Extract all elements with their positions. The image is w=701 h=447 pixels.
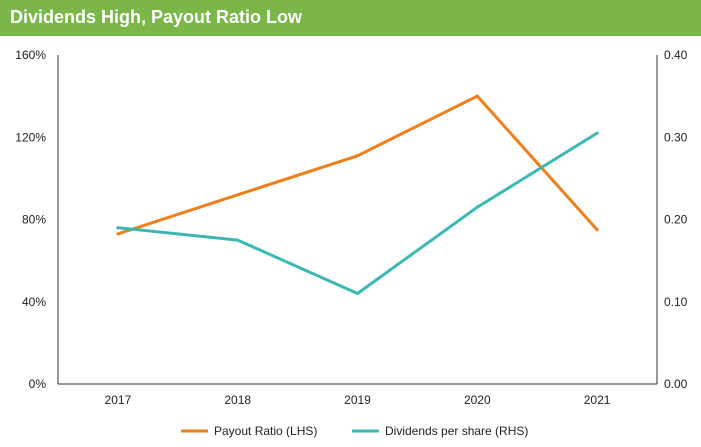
series-point-1 [595,228,599,232]
right-tick-label: 0.00 [664,377,688,391]
right-tick-label: 0.20 [664,213,688,227]
series-point-2 [475,205,479,209]
left-tick-label: 160% [15,48,46,62]
left-axis-ticks: 0% 40% 80% 120% 160% [15,48,46,391]
series-point-1 [475,94,479,98]
right-tick-label: 0.10 [664,295,688,309]
series-line-1 [116,94,599,236]
x-tick-label: 2021 [584,393,611,407]
x-tick-label: 2019 [344,393,371,407]
chart-title: Dividends High, Payout Ratio Low [10,7,303,27]
series-point-2 [356,292,359,296]
x-tick-label: 2017 [105,393,132,407]
right-tick-label: 0.30 [664,130,688,144]
series-point-2 [236,238,240,242]
series-point-1 [116,232,120,236]
chart-header: Dividends High, Payout Ratio Low [0,0,701,36]
series-point-2 [595,131,599,135]
x-axis-ticks: 2017 2018 2019 2020 2021 [105,393,611,407]
left-tick-label: 0% [29,377,47,391]
series-point-2 [116,226,120,230]
legend-label-2: Dividends per share (RHS) [385,424,528,438]
left-tick-label: 40% [22,295,46,309]
series-point-1 [236,193,240,197]
x-tick-label: 2018 [224,393,251,407]
right-axis-ticks: 0.00 0.10 0.20 0.30 0.40 [664,48,688,391]
x-tick-label: 2020 [464,393,491,407]
legend-label-1: Payout Ratio (LHS) [214,424,317,438]
chart-series [116,94,599,296]
series-point-1 [356,154,359,158]
left-tick-label: 120% [15,130,46,144]
left-tick-label: 80% [22,213,46,227]
chart-axes [57,55,658,385]
right-tick-label: 0.40 [664,48,688,62]
chart-legend: Payout Ratio (LHS) Dividends per share (R… [181,424,528,438]
